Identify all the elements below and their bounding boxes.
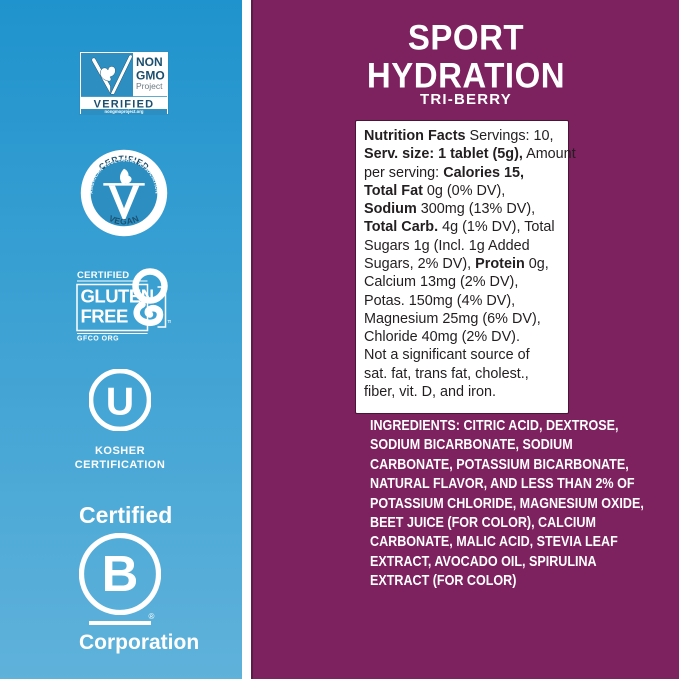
svg-text:CERTIFIED: CERTIFIED (77, 270, 129, 281)
svg-text:Project: Project (136, 81, 163, 91)
svg-text:GFCO ORG: GFCO ORG (77, 336, 119, 343)
svg-text:U: U (106, 380, 134, 423)
svg-text:B: B (102, 545, 139, 602)
svg-text:nongmoproject.org: nongmoproject.org (105, 109, 144, 114)
svg-text:NON: NON (136, 55, 163, 69)
svg-text:FREE: FREE (81, 306, 129, 327)
svg-text:GMO: GMO (136, 69, 165, 83)
svg-text:TM: TM (168, 319, 172, 324)
